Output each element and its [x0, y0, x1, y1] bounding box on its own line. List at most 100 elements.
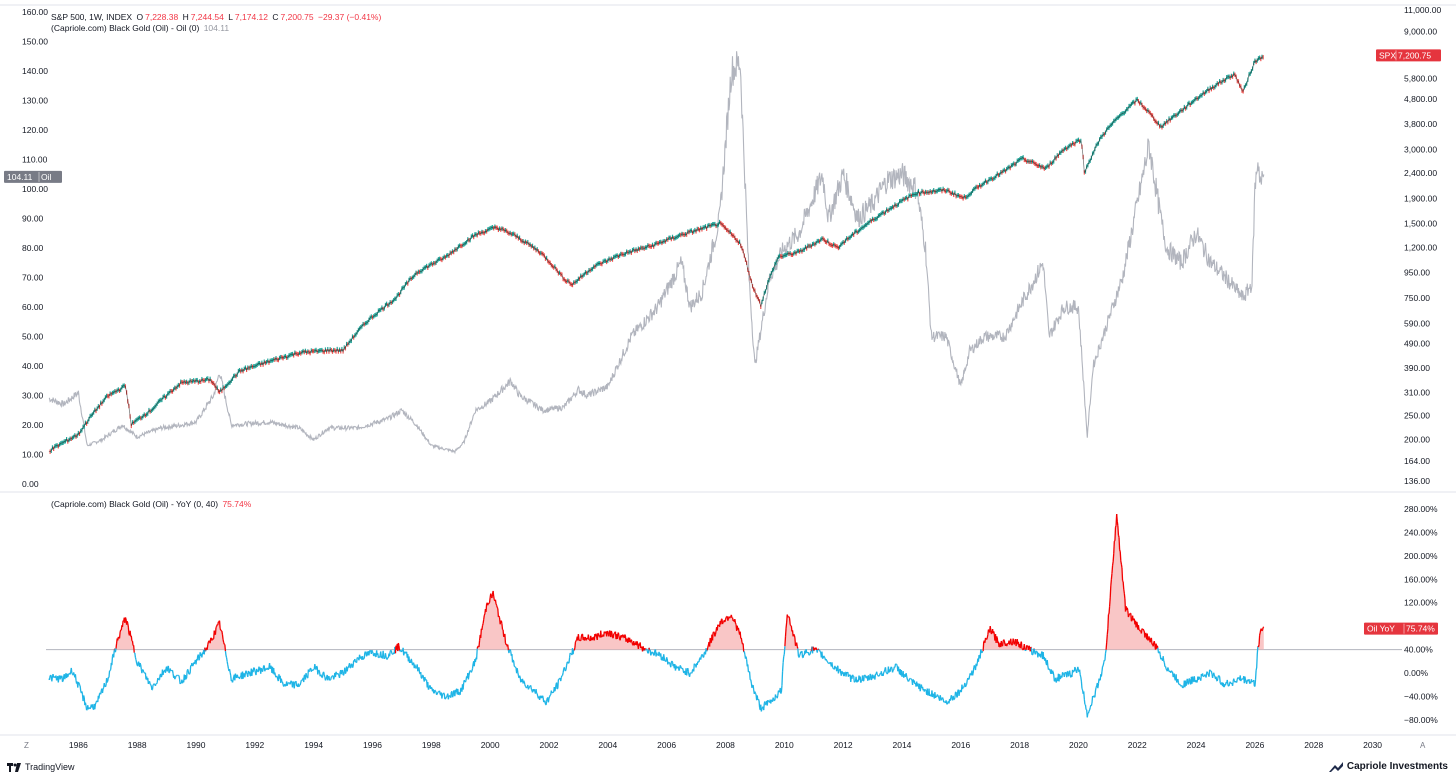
yoy-series-segment — [410, 658, 413, 663]
yoy-series-segment — [174, 677, 177, 680]
yoy-series-segment — [108, 670, 111, 678]
yoy-series-segment — [135, 662, 138, 666]
yoy-series-segment — [720, 619, 722, 625]
yoy-series-segment — [469, 670, 471, 672]
yoy-series-segment — [1081, 688, 1084, 691]
yoy-series-segment — [691, 669, 694, 674]
yoy-series-segment — [451, 695, 454, 698]
yoy-series-segment — [330, 676, 332, 680]
yoy-series-segment — [513, 660, 515, 667]
yoy-series-segment — [337, 674, 340, 677]
yoy-series-segment — [74, 674, 77, 681]
yoy-series-segment — [1123, 593, 1126, 600]
yoy-series-segment — [687, 671, 690, 676]
yoy-legend-title: (Capriole.com) Black Gold (Oil) - YoY (0… — [51, 499, 219, 509]
yoy-series-segment — [560, 677, 562, 682]
yoy-series-segment — [680, 666, 682, 669]
yoy-series-segment — [703, 652, 705, 658]
yoy-series-segment — [158, 674, 161, 680]
yoy-series-segment — [603, 631, 606, 634]
yoy-series-segment — [338, 671, 341, 678]
yoy-series-segment — [724, 617, 727, 621]
timezone-corner-label[interactable]: Z — [24, 741, 29, 750]
yoy-series-segment — [823, 656, 826, 659]
yoy-series-segment — [1114, 527, 1117, 541]
yoy-series-segment — [789, 624, 792, 627]
yoy-series-segment — [488, 597, 491, 603]
yoy-series-segment — [554, 684, 557, 690]
yoy-series-segment — [941, 697, 944, 700]
spx-y-tick: 136.00 — [1404, 476, 1430, 486]
x-axis-tick: 2010 — [775, 740, 794, 750]
oil-series-line — [48, 51, 1265, 455]
oil-y-tick: 0.00 — [22, 479, 39, 489]
yoy-series-segment — [61, 675, 64, 682]
yoy-series-segment — [104, 685, 107, 688]
yoy-series-segment — [937, 695, 939, 697]
yoy-series-segment — [924, 689, 927, 691]
yoy-series-segment — [577, 634, 580, 640]
yoy-series-segment — [761, 707, 764, 709]
yoy-series-segment — [178, 675, 181, 680]
x-axis-tick: 2030 — [1363, 740, 1382, 750]
yoy-series-segment — [523, 681, 526, 685]
yoy-series-segment — [707, 644, 710, 648]
yoy-series-segment — [495, 605, 498, 608]
oil-y-tick: 80.00 — [22, 243, 44, 253]
yoy-series-segment — [428, 685, 431, 689]
yoy-series-segment — [612, 633, 615, 639]
yoy-series-segment — [1213, 672, 1215, 676]
yoy-series-segment — [946, 702, 949, 705]
yoy-series-segment — [374, 653, 377, 657]
yoy-series-segment — [688, 673, 691, 677]
auto-scale-button[interactable]: A — [1420, 741, 1426, 750]
yoy-series-segment — [1074, 666, 1077, 670]
yoy-series-segment — [568, 657, 571, 663]
yoy-series-segment — [563, 667, 566, 671]
yoy-value-badge: Oil YoY 75.74% — [1364, 622, 1438, 635]
yoy-series-segment — [743, 651, 746, 655]
yoy-series-segment — [945, 700, 948, 704]
yoy-series-segment — [706, 649, 708, 652]
yoy-series-segment — [886, 672, 889, 675]
yoy-series-segment — [266, 667, 269, 670]
yoy-series-segment — [739, 631, 742, 639]
yoy-series-segment — [1107, 614, 1110, 629]
yoy-series-segment — [196, 655, 199, 661]
yoy-series-segment — [234, 673, 237, 677]
yoy-series-segment — [1079, 674, 1082, 678]
yoy-series-segment — [436, 692, 439, 695]
yoy-series-segment — [133, 645, 135, 653]
tradingview-icon — [7, 762, 21, 772]
yoy-series-segment — [625, 639, 628, 642]
yoy-series-segment — [147, 682, 150, 685]
yoy-series-segment — [167, 665, 170, 673]
capriole-icon — [1328, 761, 1343, 772]
yoy-series-segment — [666, 657, 668, 660]
yoy-series-segment — [378, 655, 381, 658]
yoy-series-segment — [1146, 633, 1149, 641]
yoy-series-segment — [350, 663, 352, 668]
yoy-series-segment — [444, 697, 447, 700]
yoy-series-segment — [628, 637, 631, 643]
yoy-series-segment — [514, 666, 517, 669]
yoy-series-segment — [701, 653, 703, 656]
yoy-series-segment — [289, 681, 292, 685]
yoy-series-segment — [894, 663, 897, 668]
yoy-series-segment — [362, 658, 365, 660]
x-axis-tick: 1988 — [128, 740, 147, 750]
yoy-series-segment — [1101, 666, 1104, 672]
yoy-series-segment — [100, 690, 102, 695]
yoy-series-segment — [157, 678, 160, 681]
yoy-series-segment — [1211, 674, 1214, 679]
yoy-series-segment — [292, 681, 295, 684]
tradingview-logo[interactable]: TradingView — [7, 762, 75, 772]
yoy-series-segment — [624, 634, 627, 637]
yoy-series-segment — [1106, 628, 1109, 635]
yoy-series-segment — [89, 707, 92, 710]
yoy-series-segment — [963, 685, 965, 688]
yoy-series-segment — [776, 695, 779, 699]
yoy-series-segment — [1163, 660, 1165, 663]
yoy-series-segment — [687, 668, 690, 672]
